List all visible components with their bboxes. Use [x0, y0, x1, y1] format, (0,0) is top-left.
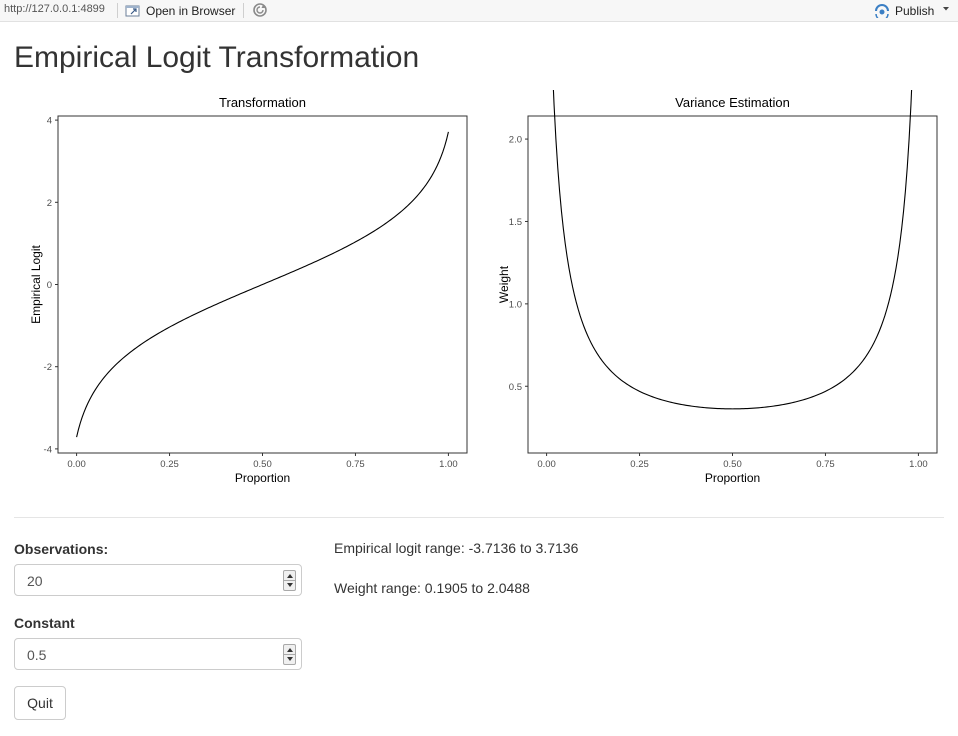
chart-title: Transformation	[219, 95, 306, 110]
observations-stepper[interactable]	[283, 570, 296, 591]
stepper-divider	[284, 580, 295, 581]
x-tick-label: 0.00	[537, 459, 556, 470]
viewer-toolbar: http://127.0.0.1:4899 Open in Browser Pu…	[0, 0, 958, 22]
x-tick-label: 0.25	[160, 459, 179, 470]
y-tick-label: 0.5	[509, 382, 522, 393]
stepper-down-icon[interactable]	[287, 583, 293, 587]
constant-label: Constant	[14, 615, 75, 631]
series-line	[76, 131, 449, 438]
page-title: Empirical Logit Transformation	[14, 41, 420, 74]
observations-input[interactable]: 20	[14, 564, 302, 596]
x-tick-label: 0.50	[253, 459, 272, 470]
x-tick-label: 1.00	[909, 459, 928, 470]
observations-label: Observations:	[14, 541, 109, 557]
toolbar-divider	[243, 3, 244, 18]
y-tick-label: -4	[44, 444, 52, 455]
series-line	[549, 0, 916, 410]
chevron-down-icon[interactable]	[942, 6, 950, 12]
transformation-chart: Transformation 0.00 0.25 0.50 0.75 1.00 -4 -2 0 2…	[29, 95, 468, 485]
constant-stepper[interactable]	[283, 644, 296, 665]
open-in-browser-icon	[125, 5, 140, 16]
transformation-plot: Transformation 0.00 0.25 0.50 0.75 1.00 -4 -2 0 2…	[14, 90, 474, 495]
x-tick-label: 0.75	[346, 459, 365, 470]
y-tick-label: 2	[47, 198, 52, 209]
y-axis-label: Empirical Logit	[29, 244, 43, 323]
section-divider	[14, 517, 944, 518]
refresh-icon[interactable]	[252, 2, 268, 18]
x-tick-label: 1.00	[439, 459, 458, 470]
y-tick-label: 2.0	[509, 135, 522, 146]
y-tick-label: 0	[47, 280, 52, 291]
x-axis-label: Proportion	[705, 471, 760, 485]
y-axis-label: Weight	[497, 265, 511, 303]
stepper-divider	[284, 654, 295, 655]
open-in-browser-label: Open in Browser	[146, 3, 236, 18]
y-tick-label: 1.0	[509, 299, 522, 310]
stepper-up-icon[interactable]	[287, 648, 293, 652]
x-tick-label: 0.75	[816, 459, 835, 470]
constant-input[interactable]: 0.5	[14, 638, 302, 670]
variance-chart: Variance Estimation 0.00 0.25 0.50 0.75 1.00 0…	[497, 0, 938, 485]
publish-icon	[875, 3, 889, 18]
stepper-down-icon[interactable]	[287, 657, 293, 661]
open-in-browser-button[interactable]: Open in Browser	[125, 2, 235, 19]
y-tick-label: -2	[44, 362, 52, 373]
x-axis-label: Proportion	[235, 471, 290, 485]
url-text: http://127.0.0.1:4899	[4, 3, 105, 15]
x-tick-label: 0.50	[723, 459, 742, 470]
y-tick-label: 1.5	[509, 217, 522, 228]
x-tick-label: 0.00	[67, 459, 86, 470]
variance-plot: Variance Estimation 0.00 0.25 0.50 0.75 1.00 0…	[484, 0, 944, 495]
chart-title: Variance Estimation	[675, 95, 790, 110]
weight-range-text: Weight range: 0.1905 to 2.0488	[334, 580, 530, 596]
toolbar-divider	[117, 3, 118, 18]
logit-range-text: Empirical logit range: -3.7136 to 3.7136	[334, 540, 579, 556]
x-tick-label: 0.25	[630, 459, 649, 470]
stepper-up-icon[interactable]	[287, 574, 293, 578]
y-tick-label: 4	[47, 116, 52, 127]
observations-value: 20	[27, 573, 43, 589]
plot-panel	[527, 115, 938, 454]
publish-button[interactable]: Publish	[874, 2, 934, 19]
constant-value: 0.5	[27, 647, 47, 663]
quit-button[interactable]: Quit	[14, 686, 66, 720]
publish-label: Publish	[895, 3, 935, 18]
